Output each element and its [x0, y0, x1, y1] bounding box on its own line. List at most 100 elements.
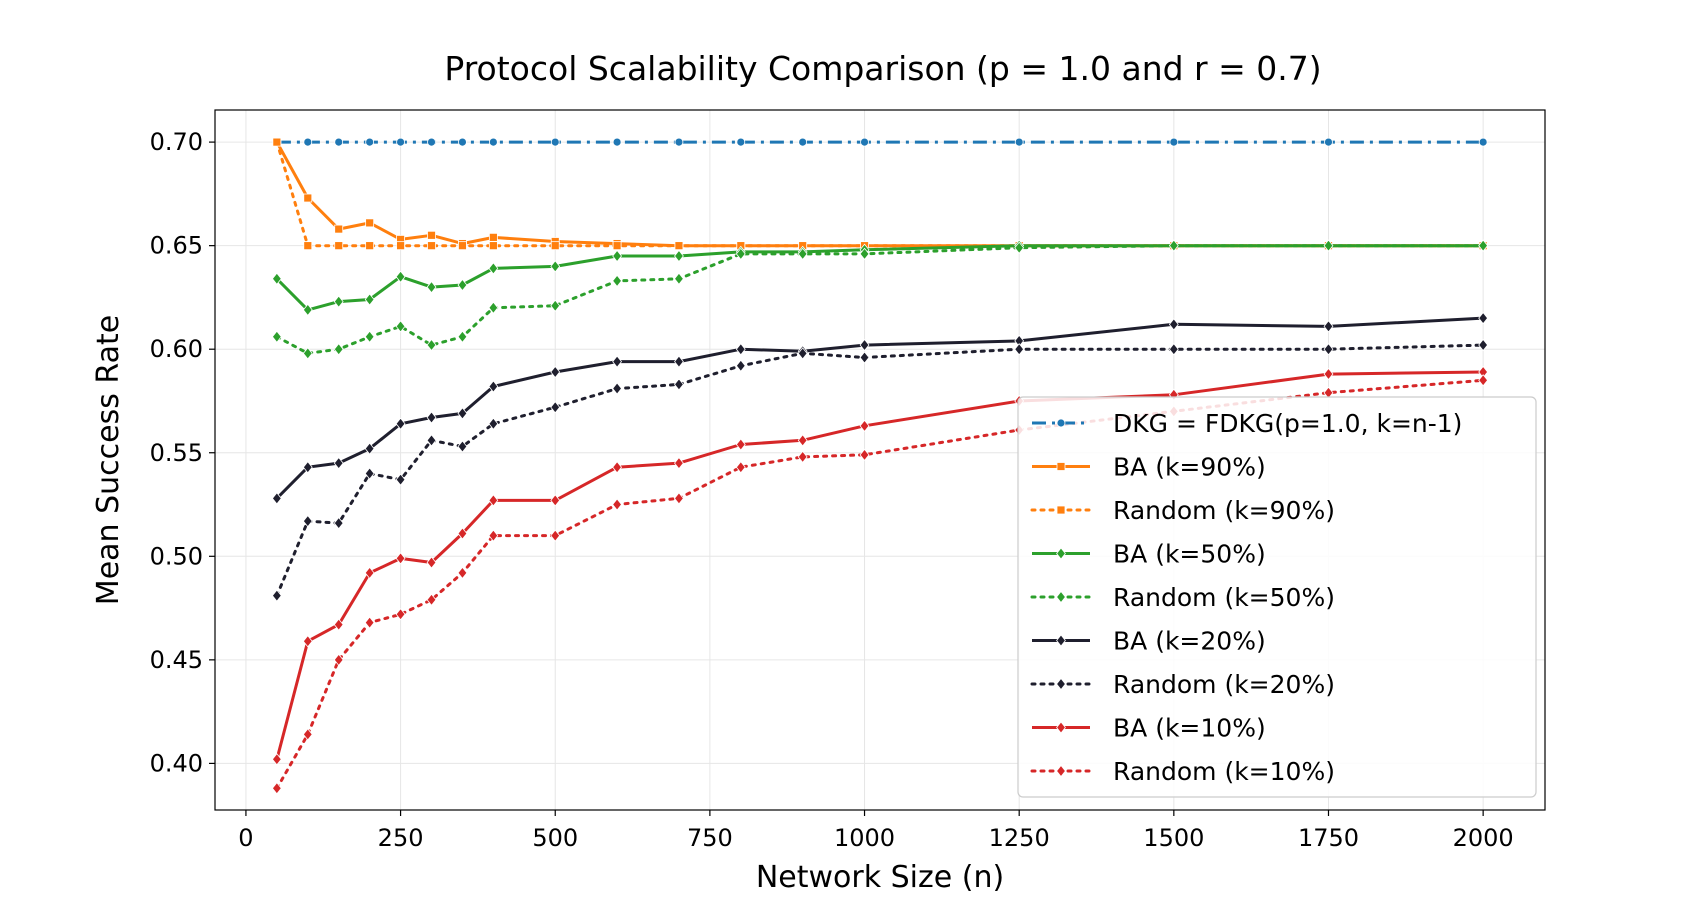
x-tick-label: 750 [687, 824, 733, 852]
legend-marker [1056, 418, 1066, 428]
data-point [1324, 137, 1333, 147]
data-point [550, 241, 560, 251]
series-layer [271, 137, 1489, 795]
legend-marker [1056, 547, 1066, 560]
data-point [1168, 343, 1179, 356]
legend-item: Random (k=10%) [1030, 757, 1335, 786]
data-point [364, 442, 375, 455]
data-point [333, 653, 344, 666]
data-point [488, 529, 499, 542]
series-line [275, 141, 1484, 248]
data-point [612, 241, 622, 251]
data-point [396, 241, 405, 251]
y-tick-label: 0.65 [150, 232, 203, 260]
data-point [364, 467, 375, 480]
data-point [797, 247, 808, 261]
legend-marker [1056, 462, 1066, 471]
data-point [271, 272, 282, 285]
series-4 [271, 239, 1489, 316]
legend-label: Random (k=90%) [1113, 496, 1335, 525]
data-point [859, 419, 870, 432]
data-point [797, 434, 808, 447]
data-point [612, 382, 623, 395]
data-point [612, 355, 623, 368]
data-point [334, 241, 344, 251]
legend-label: BA (k=10%) [1113, 714, 1266, 743]
data-point [860, 137, 869, 147]
y-tick-label: 0.40 [150, 749, 203, 777]
x-axis-label: Network Size (n) [756, 860, 1004, 895]
data-point [272, 137, 282, 147]
data-point [859, 351, 870, 364]
data-point [395, 608, 406, 621]
data-point [612, 249, 623, 263]
legend-marker [1056, 634, 1066, 647]
data-point [427, 230, 436, 240]
y-tick-label: 0.45 [150, 646, 203, 674]
data-point [488, 137, 498, 147]
data-point [396, 137, 405, 147]
data-point [1323, 320, 1334, 333]
data-point [859, 247, 870, 261]
data-point [735, 461, 746, 474]
data-point [364, 566, 375, 580]
x-tick-label: 250 [378, 824, 424, 852]
data-point [302, 514, 313, 528]
data-point [334, 224, 344, 234]
data-point [427, 241, 436, 251]
legend: DKG = FDKG(p=1.0, k=n-1) BA (k=90%) Random… [1017, 396, 1537, 798]
data-point [364, 330, 375, 343]
legend-label: BA (k=20%) [1113, 627, 1266, 656]
x-tick-label: 1500 [1143, 824, 1204, 852]
series-line [275, 244, 1485, 355]
data-point [457, 278, 468, 292]
data-point [1168, 239, 1179, 252]
legend-box [1017, 396, 1537, 798]
data-point [550, 137, 560, 147]
data-point [1478, 338, 1489, 352]
series-5 [271, 239, 1489, 360]
legend-marker [1056, 764, 1066, 778]
series-line [275, 343, 1485, 598]
legend-label: Random (k=10%) [1113, 757, 1335, 786]
data-point [333, 517, 344, 530]
legend-item: DKG = FDKG(p=1.0, k=n-1) [1032, 409, 1462, 438]
data-point [271, 330, 282, 343]
data-point [334, 137, 344, 147]
data-point [550, 299, 561, 312]
data-point [859, 448, 870, 461]
series-7 [271, 338, 1489, 602]
data-point [426, 556, 437, 569]
data-point [458, 137, 467, 147]
y-tick-label: 0.55 [150, 439, 203, 467]
y-axis-label: Mean Success Rate [91, 315, 126, 605]
y-tick-label: 0.70 [150, 128, 203, 156]
legend-marker [1056, 677, 1066, 691]
data-point [426, 434, 437, 447]
data-point [303, 193, 313, 203]
data-point [612, 461, 623, 474]
data-point [333, 618, 344, 631]
data-point [1168, 318, 1179, 331]
data-point [1323, 343, 1334, 356]
legend-label: DKG = FDKG(p=1.0, k=n-1) [1113, 409, 1462, 438]
data-point [457, 527, 468, 540]
legend-item: BA (k=10%) [1032, 714, 1266, 743]
data-point [735, 343, 746, 356]
data-point [1323, 239, 1334, 252]
data-point [426, 411, 437, 424]
data-point [797, 450, 808, 464]
data-point [612, 137, 622, 147]
data-point [395, 473, 406, 486]
y-axis: 0.40 0.45 0.50 0.55 0.60 0.65 0.70 [150, 128, 215, 777]
data-point [427, 137, 436, 147]
data-point [674, 272, 684, 285]
data-point [674, 355, 684, 368]
data-point [458, 241, 467, 251]
data-point [1478, 239, 1489, 252]
data-point [302, 728, 313, 741]
data-point [302, 635, 313, 648]
legend-item: Random (k=90%) [1030, 496, 1335, 525]
data-point [1323, 367, 1334, 381]
